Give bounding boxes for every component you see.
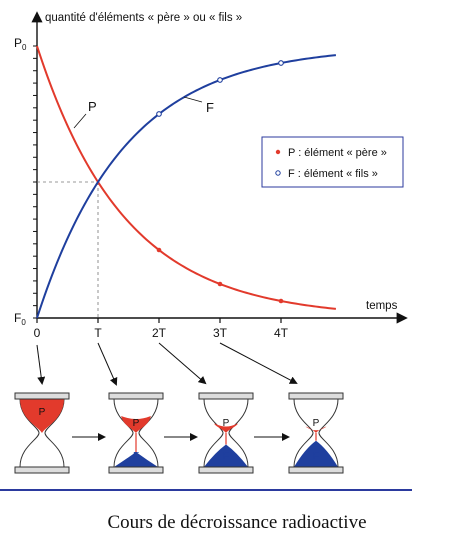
hourglass-bottom-cap [198,466,254,474]
curve-label-f: F [206,100,214,115]
curve-label-p: P [88,99,97,114]
legend: P : élément « père » F : élément « fils … [261,136,404,188]
y-axis-minor-ticks [33,45,37,319]
x-tick-label: 2T [152,326,167,340]
point-f [217,77,223,83]
point-f [156,111,162,117]
arrow-down [97,342,118,386]
hourglass-father-sand [20,399,64,433]
y-bottom-subscript: 0 [21,318,26,327]
curves [36,45,337,319]
hourglass-label-father: P [223,418,230,429]
hourglass-father-sand [214,423,238,433]
hourglass-bottom-cap [14,466,70,474]
hourglass-top-cap [108,392,164,400]
y-axis-label: quantité d'éléments « père » ou « fils » [45,12,242,24]
point-p [278,298,284,304]
hourglass: P [14,392,70,474]
y-top-subscript: 0 [22,43,27,52]
point-p [156,247,162,253]
x-tick-label: 3T [213,326,228,340]
curve-p [36,45,337,310]
half-life-guides [37,181,99,318]
legend-box [261,136,404,188]
y-top-letter: P [14,36,22,50]
hourglass-top-cap [198,392,254,400]
hourglass-son-sand [204,444,248,467]
hourglass-label-father: P [39,407,46,418]
hourglass-label-father: P [133,418,140,429]
point-p [217,281,223,287]
curve-label-p-leader [73,113,87,129]
hourglass-label-son: F [133,451,139,462]
arrow-down [158,342,207,385]
legend-label-son: F : élément « fils » [288,168,378,180]
hourglass-father-sand [305,426,327,433]
y-top-label: P0 [14,36,27,52]
hourglass-bottom-cap [288,466,344,474]
x-tick-label: T [94,326,102,340]
y-bottom-letter: F [14,311,21,325]
hourglass-son-sand [294,440,338,467]
point-f [278,60,284,66]
legend-symbol-son [275,170,281,176]
hourglass-top-cap [288,392,344,400]
hourglass: PF [108,392,164,474]
legend-symbol-father [275,149,281,155]
x-tick-label: 0 [34,326,41,340]
hourglass-bottom-cap [108,466,164,474]
divider-line [0,489,412,491]
arrow-down [219,342,298,384]
y-bottom-label: F0 [14,311,26,327]
x-tick-label: 4T [274,326,289,340]
hourglass-son-sand [114,452,158,467]
hourglass: PF [288,392,344,474]
tick-to-hourglass-arrows [36,342,298,441]
hourglass-top-cap [14,392,70,400]
curve-label-f-leader [183,96,203,103]
curve-points [156,60,284,304]
hourglass: PF [198,392,254,474]
curve-f [36,54,337,319]
x-axis-ticks: 0 T 2T 3T 4T [34,318,289,340]
x-axis-label: temps [366,300,398,312]
hourglass-label-son: F [313,451,319,462]
caption: Cours de décroissance radioactive [107,512,367,533]
arrow-down [36,344,46,385]
legend-label-father: P : élément « père » [288,147,387,159]
hourglass-father-sand [121,416,151,433]
hourglass-label-father: P [313,418,320,429]
hourglass-label-son: F [223,451,229,462]
